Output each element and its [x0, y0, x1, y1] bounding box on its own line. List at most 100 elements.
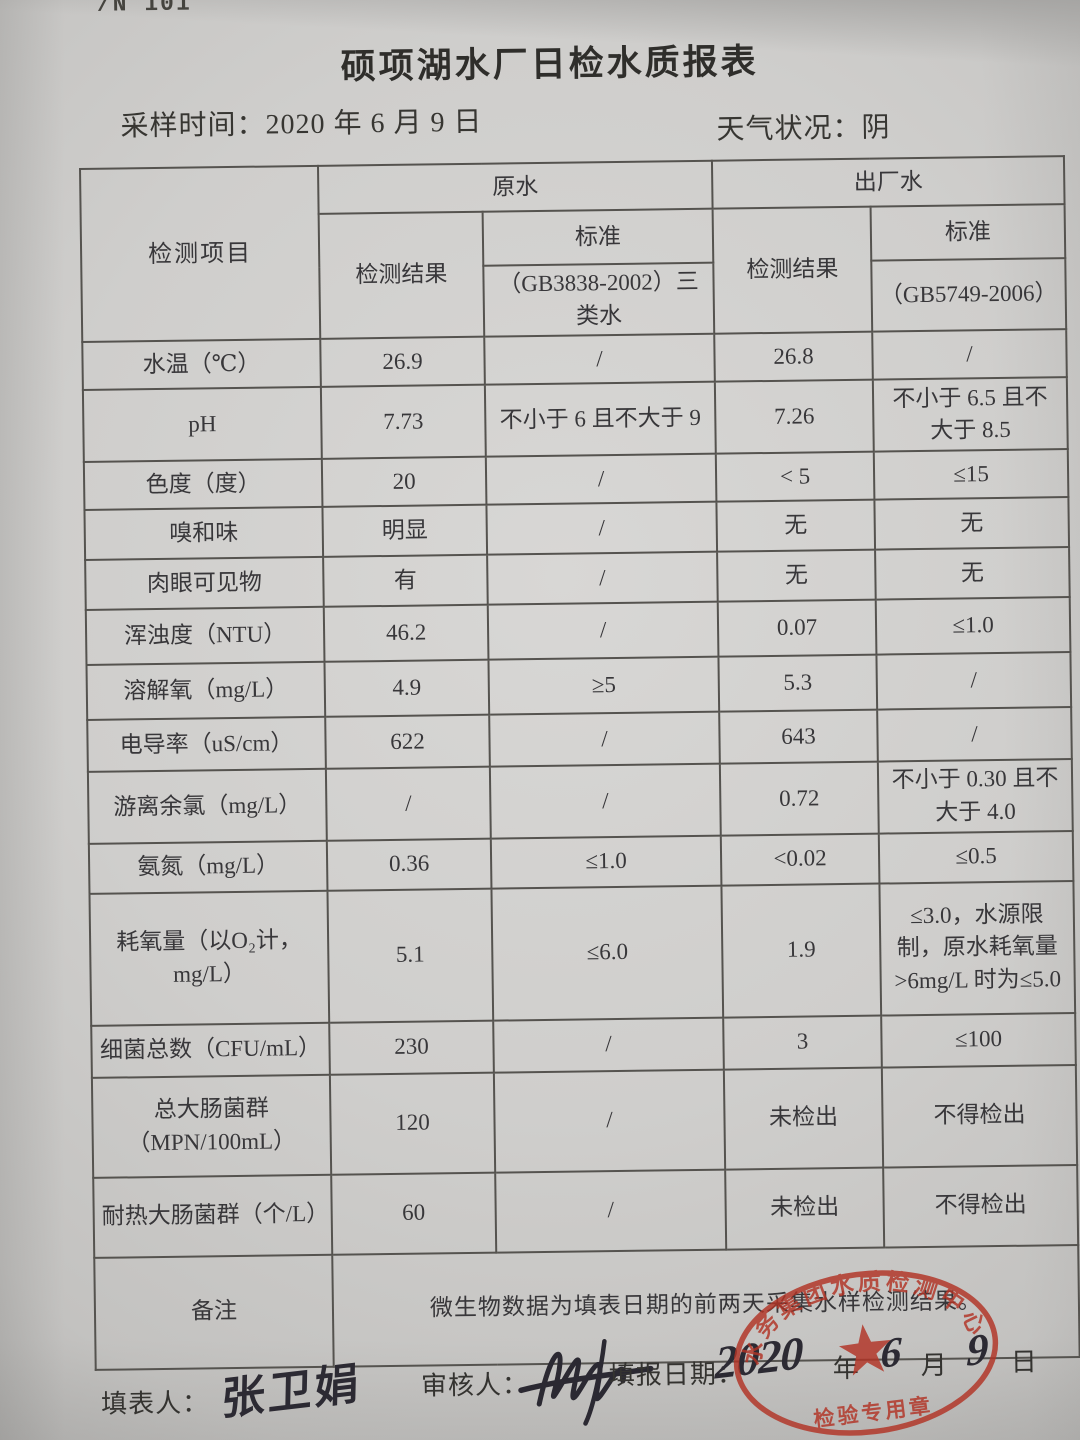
out-result-header: 检测结果 — [712, 206, 873, 335]
stamp-bottom-text: 检验专用章 — [812, 1393, 934, 1431]
table-row: pH 7.73 不小于 6 且不大于 9 7.26 不小于 6.5 且不大于 8… — [82, 377, 1068, 463]
out-result-cell: 未检出 — [725, 1167, 885, 1250]
out-standard-cell: 不小于 0.30 且不大于 4.0 — [877, 759, 1073, 834]
out-result-cell: < 5 — [715, 451, 875, 502]
item-cell: pH — [82, 387, 322, 463]
out-standard-cell: 无 — [875, 547, 1070, 600]
item-cell: 溶解氧（mg/L） — [86, 662, 326, 721]
out-result-cell: 7.26 — [714, 379, 874, 454]
raw-standard-cell: / — [489, 763, 721, 839]
raw-standard-cell: ≥5 — [488, 656, 720, 715]
out-standard-header: 标准 — [870, 204, 1066, 261]
out-standard-cell: 不小于 6.5 且不大于 8.5 — [872, 377, 1068, 452]
out-result-cell: 0.07 — [717, 599, 877, 657]
table-row: 耐热大肠菌群（个/L） 60 / 未检出 不得检出 — [93, 1164, 1079, 1258]
raw-standard-cell: / — [495, 1169, 727, 1253]
out-standard-code: （GB5749-2006） — [871, 258, 1067, 332]
raw-standard-cell: / — [489, 711, 720, 767]
out-standard-cell: 无 — [874, 497, 1070, 550]
sample-time: 采样时间：2020 年 6 月 9 日 — [120, 100, 483, 145]
stamp-ring — [733, 1270, 999, 1436]
out-standard-cell: 不得检出 — [883, 1164, 1079, 1248]
remark-label-cell: 备注 — [94, 1254, 334, 1370]
out-standard-cell: ≤15 — [873, 449, 1069, 500]
out-result-cell: 1.9 — [721, 883, 882, 1018]
weather-label: 天气状况： — [716, 112, 862, 146]
item-cell: 游离余氯（mg/L） — [87, 769, 327, 844]
out-standard-cell: / — [876, 652, 1072, 710]
raw-result-cell: 有 — [323, 554, 488, 608]
raw-result-cell: 7.73 — [320, 385, 486, 460]
out-result-cell: 未检出 — [723, 1067, 884, 1170]
raw-result-header: 检测结果 — [318, 211, 485, 340]
raw-standard-cell: / — [493, 1069, 726, 1173]
out-standard-cell: / — [877, 707, 1072, 762]
weather-value: 阴 — [861, 112, 891, 144]
out-standard-cell: ≤1.0 — [875, 597, 1071, 655]
raw-result-cell: 60 — [331, 1172, 497, 1255]
out-result-cell: 无 — [717, 549, 876, 602]
item-cell: 嗅和味 — [84, 507, 324, 561]
item-cell: 电导率（uS/cm） — [87, 717, 326, 773]
out-standard-cell: ≤3.0，水源限制，原水耗氧量>6mg/L 时为≤5.0 — [879, 880, 1076, 1016]
out-standard-cell: / — [872, 329, 1067, 380]
raw-standard-cell: / — [487, 601, 719, 660]
reviewer-signature — [518, 1338, 654, 1426]
out-result-cell: 643 — [719, 709, 878, 764]
raw-standard-header: 标准 — [482, 208, 714, 266]
out-result-cell: 0.72 — [719, 761, 879, 836]
raw-standard-code: （GB3838-2002）三类水 — [483, 262, 715, 338]
stamp-star-icon — [838, 1324, 891, 1376]
item-cell: 浑浊度（NTU） — [85, 607, 325, 666]
item-header-cell: 检测项目 — [80, 165, 321, 343]
item-cell: 水温（℃） — [82, 339, 321, 391]
raw-standard-cell: ≤6.0 — [491, 885, 724, 1021]
preparer-label: 填表人： — [100, 1388, 210, 1419]
item-cell: 耗氧量（以O₂计，mg/L） — [89, 890, 330, 1026]
table-body: 水温（℃） 26.9 / 26.8 / pH 7.73 不小于 6 且不大于 9… — [82, 329, 1079, 1258]
finished-water-group-header: 出厂水 — [711, 156, 1065, 209]
raw-standard-cell: / — [486, 501, 718, 555]
out-standard-cell: 不得检出 — [881, 1064, 1078, 1168]
corner-note: /N 101 — [96, 0, 192, 18]
out-result-cell: 26.8 — [714, 331, 873, 382]
out-result-cell: <0.02 — [720, 833, 880, 886]
out-result-cell: 无 — [716, 499, 876, 552]
raw-standard-cell: 不小于 6 且不大于 9 — [484, 381, 716, 458]
sample-time-value: 2020 年 6 月 9 日 — [265, 106, 483, 141]
table-row: 总大肠菌群（MPN/100mL） 120 / 未检出 不得检出 — [91, 1064, 1078, 1178]
weather-status: 天气状况：阴 — [716, 105, 891, 147]
raw-standard-cell: ≤1.0 — [490, 835, 722, 889]
water-quality-table: 检测项目 原水 出厂水 检测结果 标准 检测结果 标准 （GB3838-2002… — [78, 155, 1080, 1371]
raw-result-cell: 230 — [329, 1020, 494, 1075]
raw-result-cell: 4.9 — [324, 659, 490, 718]
raw-standard-cell: / — [485, 453, 717, 505]
inspection-stamp: 水务集团水质检测中心 检验专用章 — [730, 1255, 999, 1436]
raw-result-cell: / — [325, 766, 491, 841]
page-title: 硕项湖水厂日检水质报表 — [340, 42, 759, 87]
out-result-cell: 5.3 — [718, 654, 878, 712]
raw-result-cell: 明显 — [322, 504, 488, 558]
raw-result-cell: 46.2 — [323, 604, 489, 663]
out-result-cell: 3 — [723, 1015, 882, 1070]
raw-standard-cell: / — [484, 334, 715, 386]
table-row: 耗氧量（以O₂计，mg/L） 5.1 ≤6.0 1.9 ≤3.0，水源限制，原水… — [89, 880, 1076, 1026]
raw-water-group-header: 原水 — [317, 160, 713, 214]
raw-standard-cell: / — [493, 1017, 724, 1073]
raw-result-cell: 5.1 — [327, 888, 494, 1023]
raw-result-cell: 26.9 — [320, 337, 485, 388]
item-cell: 总大肠菌群（MPN/100mL） — [91, 1074, 332, 1178]
item-cell: 肉眼可见物 — [85, 557, 324, 611]
item-cell: 耐热大肠菌群（个/L） — [93, 1174, 333, 1258]
raw-result-cell: 20 — [321, 457, 487, 508]
table-row: 游离余氯（mg/L） / / 0.72 不小于 0.30 且不大于 4.0 — [87, 759, 1073, 844]
raw-result-cell: 622 — [325, 714, 490, 770]
out-standard-cell: ≤0.5 — [878, 830, 1074, 884]
raw-standard-cell: / — [487, 551, 718, 605]
raw-result-cell: 120 — [329, 1072, 496, 1175]
item-cell: 色度（度） — [83, 459, 323, 511]
item-cell: 氨氮（mg/L） — [88, 840, 328, 894]
item-cell: 细菌总数（CFU/mL） — [91, 1022, 330, 1078]
out-standard-cell: ≤100 — [881, 1012, 1076, 1068]
